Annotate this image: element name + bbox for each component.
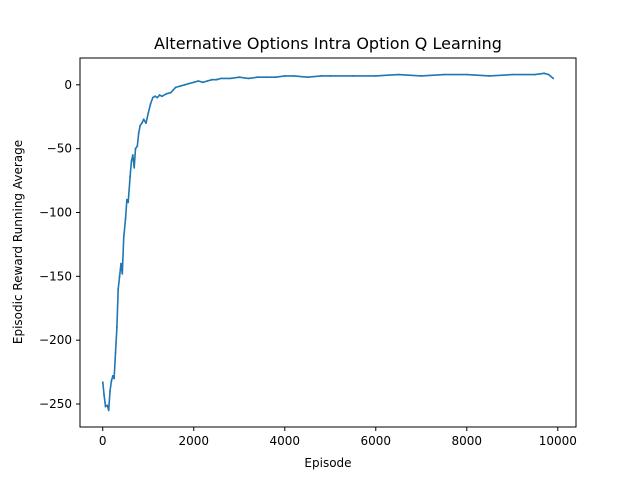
axis-ticks: 0 2000 4000 6000 8000 10000 −250 −200 −150 −100 −5… <box>39 78 577 448</box>
data-point <box>274 76 277 79</box>
y-tick-label: −100 <box>39 205 72 219</box>
series-line <box>102 72 555 412</box>
data-point <box>283 75 286 77</box>
data-point <box>211 78 213 81</box>
data-point <box>552 77 555 80</box>
data-point <box>103 394 105 396</box>
data-point <box>420 75 423 77</box>
data-point <box>511 73 514 76</box>
y-tick-label: 0 <box>64 78 72 92</box>
data-point <box>107 409 110 412</box>
y-axis-label: Episodic Reward Running Average <box>11 140 25 344</box>
y-tick-label: −200 <box>39 333 72 347</box>
data-point <box>118 275 121 278</box>
data-point <box>229 77 232 80</box>
plot-area <box>80 58 576 427</box>
data-point <box>145 122 147 124</box>
x-tick-label: 0 <box>99 434 107 448</box>
data-point <box>137 132 140 135</box>
data-point <box>161 95 163 98</box>
data-point <box>111 375 114 377</box>
data-point <box>352 75 354 77</box>
data-point <box>156 96 159 99</box>
data-point <box>136 145 139 148</box>
data-point <box>188 82 191 85</box>
data-point <box>154 95 157 98</box>
data-point <box>104 405 107 408</box>
data-point <box>202 81 204 84</box>
data-point <box>215 78 218 81</box>
y-tick-label: −250 <box>39 397 72 411</box>
data-point <box>126 198 128 201</box>
x-tick-label: 10000 <box>539 434 577 448</box>
data-point <box>197 80 200 82</box>
data-point <box>206 80 209 82</box>
data-point <box>165 92 168 95</box>
data-point <box>129 175 132 178</box>
data-point <box>121 272 124 275</box>
data-point <box>329 75 332 77</box>
data-point <box>113 377 115 380</box>
data-point <box>374 75 377 77</box>
data-point <box>142 118 145 121</box>
data-point <box>397 73 400 76</box>
data-point <box>179 85 182 87</box>
x-axis-label: Episode <box>304 456 351 470</box>
data-point <box>110 380 113 382</box>
data-point <box>238 76 241 79</box>
data-point <box>174 86 177 89</box>
series-layer <box>101 72 555 412</box>
data-point <box>320 75 323 77</box>
data-point <box>192 81 195 84</box>
chart-title: Alternative Options Intra Option Q Learn… <box>154 34 502 53</box>
data-point <box>149 103 152 105</box>
data-point <box>127 201 130 204</box>
data-point <box>139 124 142 127</box>
data-point <box>534 73 536 76</box>
data-point <box>488 75 491 77</box>
data-point <box>170 91 172 94</box>
data-point <box>543 72 545 75</box>
x-tick-label: 8000 <box>452 434 483 448</box>
axes-frame <box>79 57 577 428</box>
data-point <box>293 75 295 77</box>
data-point <box>265 76 268 79</box>
data-point <box>101 381 104 384</box>
data-point <box>106 404 109 407</box>
data-point <box>183 83 186 86</box>
data-point <box>158 94 161 96</box>
data-point <box>220 77 223 80</box>
data-point <box>120 262 122 265</box>
data-point <box>443 73 445 76</box>
data-point <box>247 77 250 80</box>
x-tick-label: 2000 <box>178 434 209 448</box>
data-point <box>116 326 118 329</box>
data-point <box>547 73 550 76</box>
data-point <box>147 112 150 114</box>
data-point <box>306 76 309 79</box>
data-point <box>117 288 120 290</box>
data-point <box>172 89 175 91</box>
data-point <box>256 76 259 79</box>
data-point <box>109 390 111 393</box>
x-tick-label: 4000 <box>269 434 300 448</box>
data-point <box>141 122 143 124</box>
y-tick-label: −50 <box>47 142 72 156</box>
data-point <box>114 352 117 354</box>
data-point <box>124 218 127 220</box>
data-point <box>133 166 136 169</box>
data-point <box>130 160 133 163</box>
y-tick-label: −150 <box>39 269 72 283</box>
data-point <box>151 96 154 99</box>
x-tick-label: 6000 <box>361 434 392 448</box>
data-point <box>134 147 137 150</box>
data-point <box>122 237 125 239</box>
data-point <box>465 73 468 76</box>
data-point <box>131 154 134 156</box>
